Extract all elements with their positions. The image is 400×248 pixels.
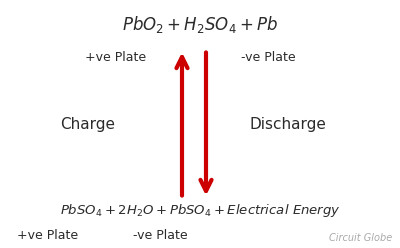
Text: $\mathit{PbO_2 + H_2SO_4 + Pb}$: $\mathit{PbO_2 + H_2SO_4 + Pb}$ (122, 14, 278, 35)
Text: +ve Plate: +ve Plate (86, 51, 146, 63)
Text: Charge: Charge (60, 117, 116, 131)
Text: -ve Plate: -ve Plate (241, 51, 295, 63)
Text: $\mathit{PbSO_4 + 2H_2O + PbSO_4 + Electrical\ Energy}$: $\mathit{PbSO_4 + 2H_2O + PbSO_4 + Elect… (60, 202, 340, 219)
Text: -ve Plate: -ve Plate (133, 229, 187, 242)
Text: Discharge: Discharge (250, 117, 326, 131)
Text: Circuit Globe: Circuit Globe (329, 233, 392, 243)
Text: +ve Plate: +ve Plate (18, 229, 78, 242)
